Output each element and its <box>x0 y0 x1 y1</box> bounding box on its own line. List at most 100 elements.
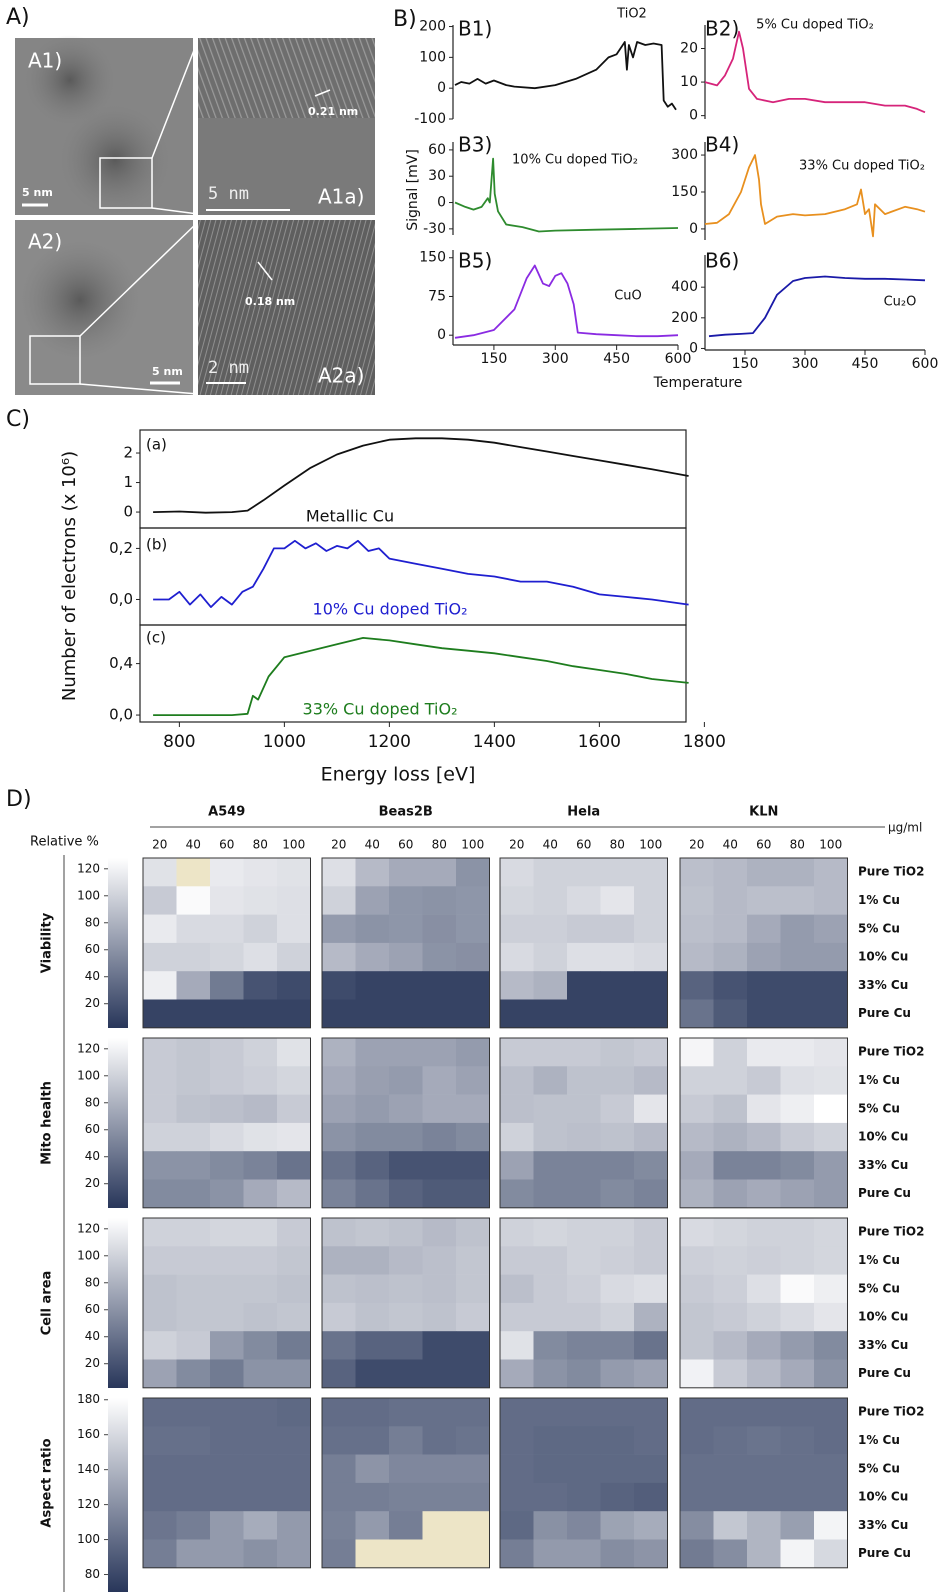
y-tick-label: 0 <box>689 108 698 124</box>
y-tick-label: 150 <box>419 250 446 266</box>
y-tick-label: 300 <box>671 147 698 163</box>
heat-cell <box>713 942 748 972</box>
heat-cell <box>747 1426 781 1455</box>
heat-cell <box>680 1274 714 1304</box>
y-tick-label: 0,4 <box>109 654 133 672</box>
heat-cell <box>634 1426 668 1455</box>
x-tick-label: 100 <box>282 838 305 852</box>
heat-cell <box>389 1246 423 1275</box>
y-tick-label: 1 <box>123 473 133 491</box>
x-tick-label: 60 <box>219 838 234 852</box>
heat-cell <box>600 1274 635 1304</box>
heat-cell <box>176 999 211 1029</box>
scale-label: 5 nm <box>22 186 53 199</box>
heat-cell <box>277 1179 311 1209</box>
colorbar <box>108 1398 128 1592</box>
heat-cell <box>747 942 781 972</box>
heat-cell <box>456 1066 490 1095</box>
heat-cell <box>814 971 848 1000</box>
heat-cell <box>422 1151 457 1180</box>
heat-cell <box>143 1482 177 1512</box>
heat-cell <box>355 914 390 944</box>
heat-cell <box>713 1218 748 1247</box>
heat-cell <box>747 1094 781 1124</box>
heat-cell <box>814 1094 848 1124</box>
heat-cell <box>322 1038 356 1067</box>
heat-cell <box>243 1398 278 1427</box>
heat-cell <box>322 999 356 1029</box>
heat-cell <box>176 1179 211 1209</box>
heat-cell <box>243 1179 278 1209</box>
heat-cell <box>533 1539 568 1569</box>
heat-cell <box>500 914 534 944</box>
heat-cell <box>176 1539 211 1569</box>
heat-cell <box>634 1359 668 1389</box>
heat-cell <box>243 1331 278 1360</box>
heat-cell <box>355 858 390 887</box>
heat-cell <box>680 999 714 1029</box>
row-label: 1% Cu <box>858 1253 900 1267</box>
heat-cell <box>634 942 668 972</box>
heat-cell <box>322 1274 356 1304</box>
heat-cell <box>600 999 635 1029</box>
plot-frame <box>139 429 687 529</box>
data-line <box>704 154 926 238</box>
heat-cell <box>210 942 244 972</box>
x-tick-label: 150 <box>732 356 759 372</box>
colorbar-tick-label: 20 <box>85 1356 100 1370</box>
heat-cell <box>389 886 423 915</box>
heat-cell <box>713 1539 748 1569</box>
heat-cell <box>176 1302 211 1332</box>
heat-cell <box>747 1511 781 1540</box>
image-label: A1a) <box>318 185 364 209</box>
heat-cell <box>143 914 177 944</box>
heat-cell <box>456 971 490 1000</box>
heat-cell <box>533 1398 568 1427</box>
particle <box>60 105 170 215</box>
heat-cell <box>456 999 490 1029</box>
heat-cell <box>322 1454 356 1484</box>
heat-cell <box>567 999 601 1029</box>
heat-cell <box>747 1066 781 1095</box>
heat-cell <box>176 1454 211 1484</box>
heat-cell <box>533 858 568 887</box>
heat-cell <box>500 1122 534 1152</box>
heat-cell <box>243 1218 278 1247</box>
heat-cell <box>456 1398 490 1427</box>
heat-cell <box>500 1066 534 1095</box>
heat-cell <box>389 942 423 972</box>
heat-cell <box>567 914 601 944</box>
heat-cell <box>456 1122 490 1152</box>
chart-label: B4) <box>705 133 739 157</box>
heat-cell <box>634 1122 668 1152</box>
heat-cell <box>533 1094 568 1124</box>
heat-cell <box>456 1426 490 1455</box>
annotation: 33% Cu doped TiO₂ <box>303 700 458 719</box>
heat-cell <box>634 914 668 944</box>
heat-cell <box>389 1398 423 1427</box>
y-tick-label: 100 <box>419 49 446 65</box>
y-tick-label: 0,0 <box>109 590 133 608</box>
heat-cell <box>600 971 635 1000</box>
heat-cell <box>600 1066 635 1095</box>
heat-cell <box>713 1246 748 1275</box>
heat-frame <box>679 1037 848 1209</box>
x-tick-label: 100 <box>639 838 662 852</box>
x-tick-label: 20 <box>331 838 346 852</box>
heat-cell <box>210 1274 244 1304</box>
heat-cell <box>243 971 278 1000</box>
heat-cell <box>680 1151 714 1180</box>
heat-cell <box>355 1426 390 1455</box>
heat-cell <box>600 858 635 887</box>
heat-cell <box>422 1179 457 1209</box>
metric-name: Cell area <box>40 1271 55 1336</box>
heat-cell <box>680 1482 714 1512</box>
heat-cell <box>713 1302 748 1332</box>
heat-cell <box>747 1151 781 1180</box>
heat-cell <box>780 1454 815 1484</box>
heat-cell <box>243 999 278 1029</box>
heat-cell <box>500 1151 534 1180</box>
heat-cell <box>143 1398 177 1427</box>
heat-cell <box>600 1398 635 1427</box>
heat-cell <box>456 914 490 944</box>
